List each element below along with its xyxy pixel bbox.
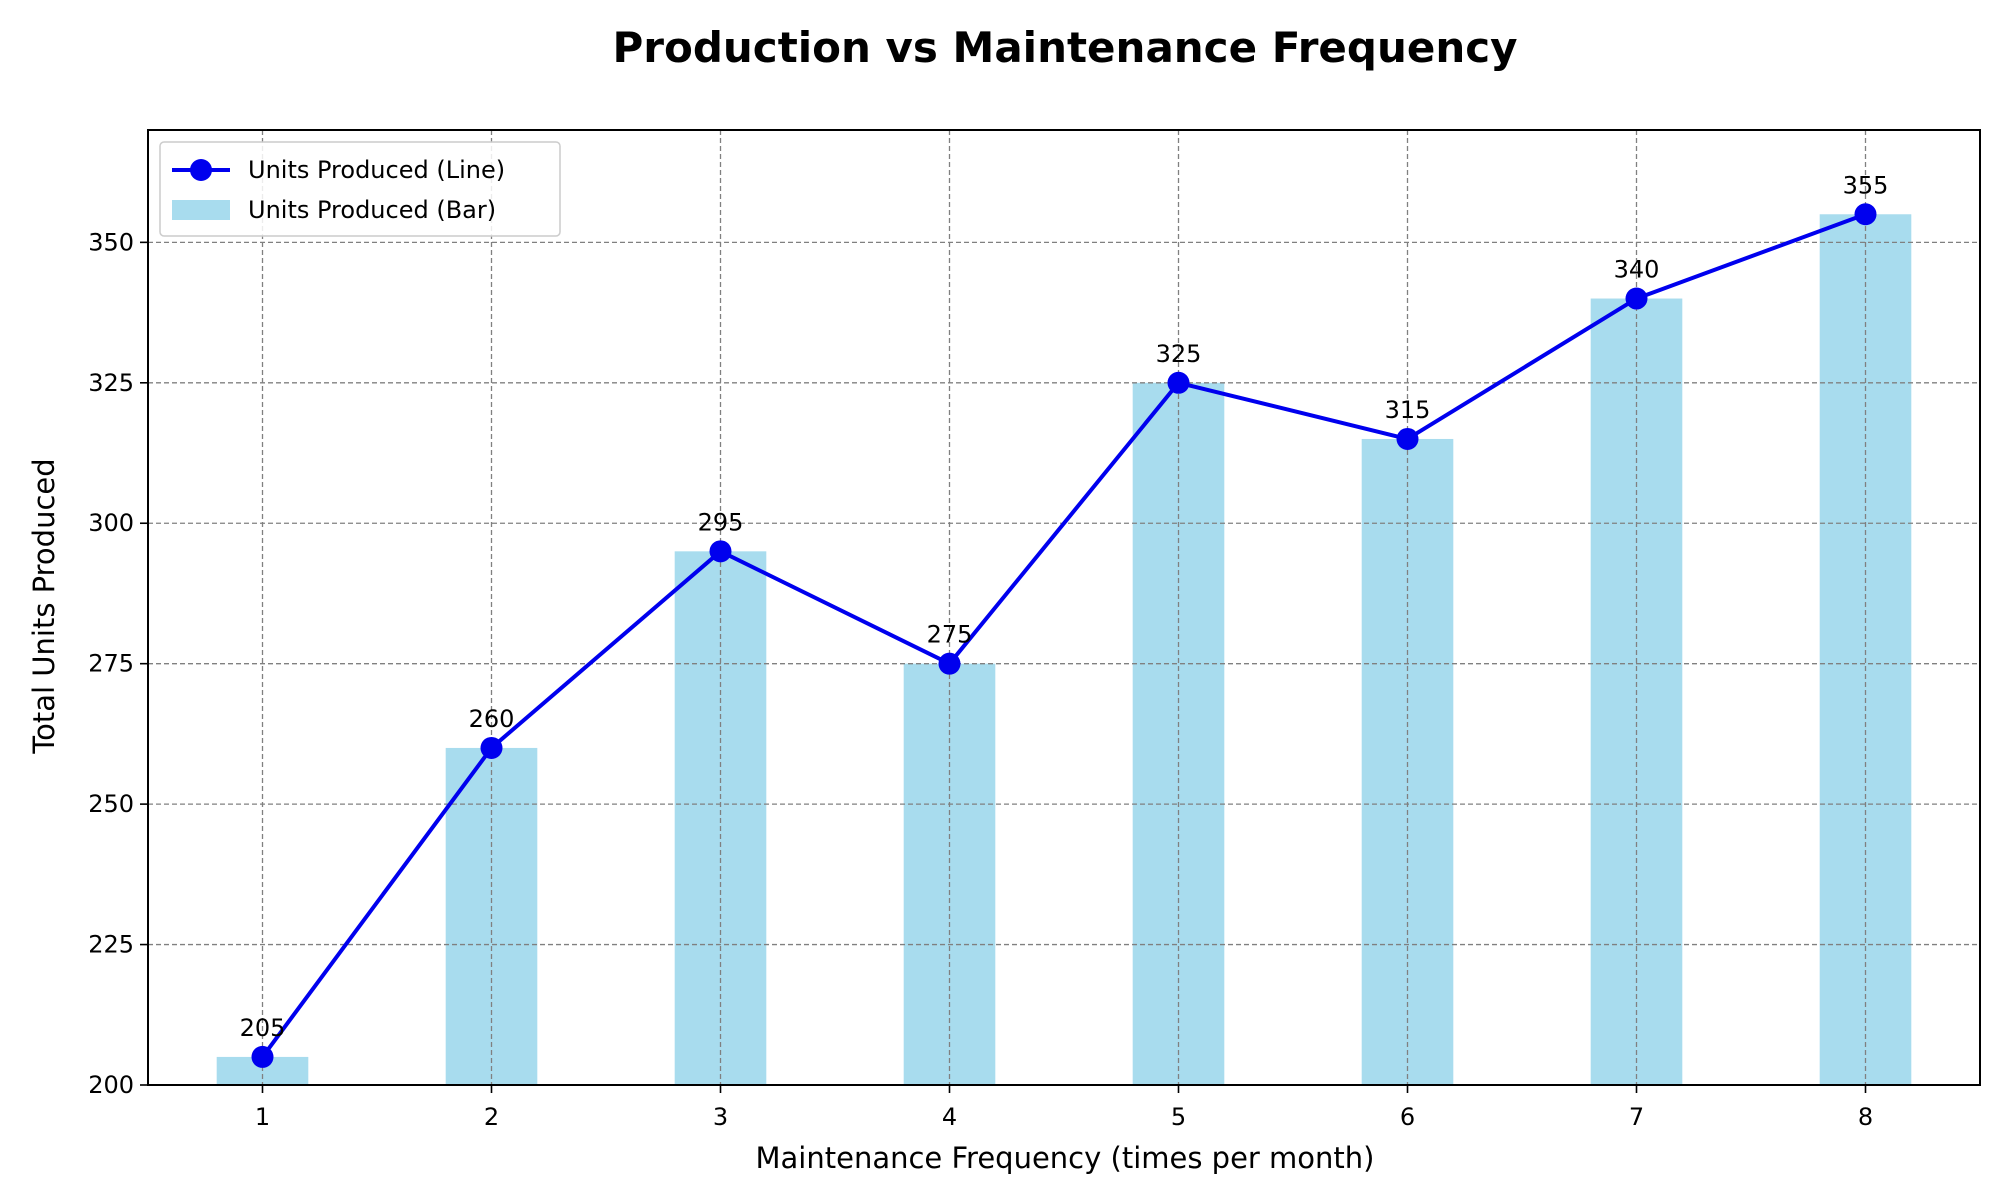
y-tick-label-300: 300 xyxy=(88,509,134,537)
x-tick-label-8: 8 xyxy=(1858,1103,1873,1131)
plot-area: 205 260 295 275 325 315 340 355 1 2 3 4 5 6 7 8 200 225 25… xyxy=(88,129,1981,1131)
legend-label-line: Units Produced (Line) xyxy=(248,156,505,184)
data-label-1: 205 xyxy=(240,1014,286,1042)
line-point-2 xyxy=(480,736,503,759)
plot-frame xyxy=(147,129,1981,1086)
x-axis-label: Maintenance Frequency (times per month) xyxy=(756,1141,1375,1175)
legend-line-marker xyxy=(190,159,212,181)
line-point-7 xyxy=(1625,287,1648,310)
series-line xyxy=(260,212,1867,1059)
x-tick-label-5: 5 xyxy=(1171,1103,1186,1131)
data-label-3: 295 xyxy=(698,508,744,536)
legend-bar-swatch xyxy=(172,200,230,220)
line-point-1 xyxy=(251,1045,274,1068)
data-label-2: 260 xyxy=(469,705,515,733)
legend-label-bar: Units Produced (Bar) xyxy=(248,196,496,224)
line-point-8 xyxy=(1854,203,1877,226)
y-tick-label-275: 275 xyxy=(88,650,134,678)
x-tick-label-1: 1 xyxy=(255,1103,270,1131)
y-tick-label-325: 325 xyxy=(88,369,134,397)
data-label-7: 340 xyxy=(1614,256,1660,284)
data-label-5: 325 xyxy=(1156,340,1202,368)
data-label-6: 315 xyxy=(1385,396,1431,424)
x-tick-label-6: 6 xyxy=(1400,1103,1415,1131)
x-tick-label-7: 7 xyxy=(1629,1103,1644,1131)
x-tick-label-2: 2 xyxy=(484,1103,499,1131)
line-point-6 xyxy=(1396,427,1419,450)
x-tick-label-3: 3 xyxy=(713,1103,728,1131)
line-point-5 xyxy=(1167,371,1190,394)
line-point-4 xyxy=(938,652,961,675)
y-tick-label-350: 350 xyxy=(88,228,134,256)
data-label-8: 355 xyxy=(1843,171,1889,199)
chart-title: Production vs Maintenance Frequency xyxy=(612,23,1517,72)
y-tick-label-250: 250 xyxy=(88,790,134,818)
y-tick-label-200: 200 xyxy=(88,1071,134,1099)
data-label-4: 275 xyxy=(927,621,973,649)
y-tick-label-225: 225 xyxy=(88,931,134,959)
x-tick-label-4: 4 xyxy=(942,1103,957,1131)
legend-box xyxy=(159,141,561,237)
line-point-3 xyxy=(709,540,732,563)
y-axis-label: Total Units Produced xyxy=(27,458,61,754)
